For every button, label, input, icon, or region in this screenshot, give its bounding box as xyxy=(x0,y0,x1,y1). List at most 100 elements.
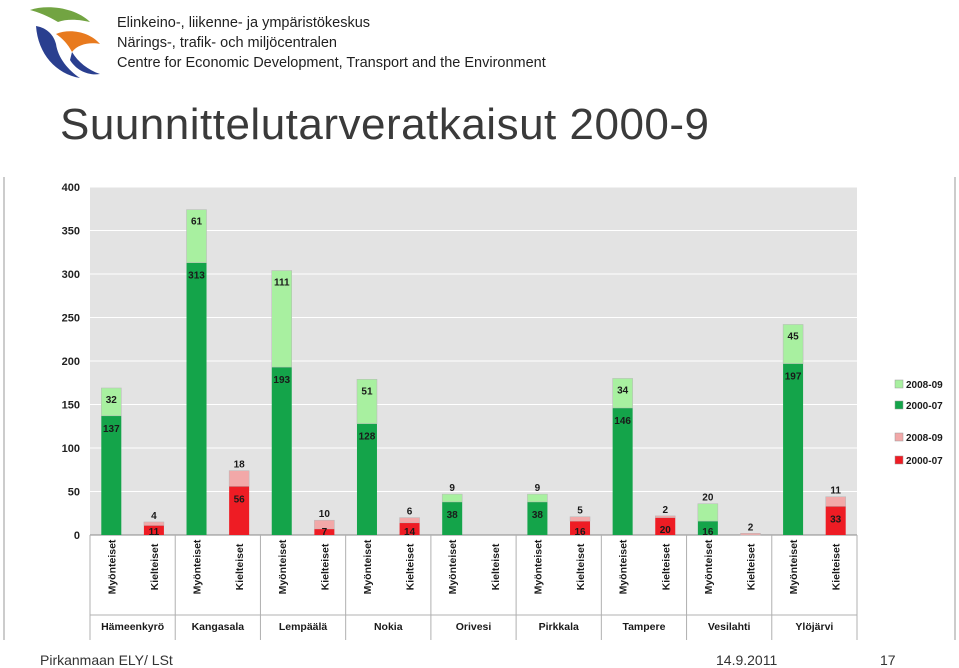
approved-bar-2000-07 xyxy=(697,521,718,535)
org-name-swedish: Närings-, trafik- och miljöcentralen xyxy=(117,35,337,51)
data-label: 9 xyxy=(535,483,541,494)
data-label: 20 xyxy=(660,525,672,536)
data-label: 193 xyxy=(273,375,290,386)
rejected-bar-2000-07 xyxy=(314,528,335,535)
logo-green-swoosh xyxy=(30,7,90,22)
data-label: 6 xyxy=(407,507,413,518)
approved-bar-2008-09 xyxy=(186,209,207,263)
data-label: 51 xyxy=(361,386,373,397)
data-label: 7 xyxy=(322,527,328,538)
municipality-label: Hämeenkyrö xyxy=(101,621,164,633)
municipality-label: Tampere xyxy=(622,621,665,633)
approved-bar-2000-07 xyxy=(101,415,122,535)
data-label: 45 xyxy=(788,331,800,342)
bar-type-label-approved: Myönteiset xyxy=(788,539,800,594)
approved-bar-2000-07 xyxy=(186,262,207,535)
approved-bar-2008-09 xyxy=(612,378,633,409)
data-label: 16 xyxy=(574,527,586,538)
rejected-bar-2000-07 xyxy=(655,517,676,535)
bar-type-label-rejected: Kielteiset xyxy=(575,543,587,590)
bar-type-label-approved: Myönteiset xyxy=(192,539,204,594)
data-label: 16 xyxy=(702,527,714,538)
data-label: 33 xyxy=(830,514,842,525)
municipality-label: Orivesi xyxy=(456,621,492,633)
data-label: 18 xyxy=(234,460,246,471)
approved-bar-2000-07 xyxy=(442,501,463,535)
data-label: 5 xyxy=(577,506,583,517)
footer-date: 14.9.2011 xyxy=(716,652,778,668)
org-name-finnish: Elinkeino-, liikenne- ja ympäristökeskus xyxy=(117,15,371,31)
bar-type-label-rejected: Kielteiset xyxy=(234,543,246,590)
municipality-label: Kangasala xyxy=(192,621,245,633)
approved-bar-2008-09 xyxy=(782,324,804,364)
y-tick-label: 50 xyxy=(68,487,80,499)
y-tick-label: 300 xyxy=(62,269,80,281)
data-label: 2 xyxy=(662,505,668,516)
data-label: 4 xyxy=(151,511,157,522)
data-label: 128 xyxy=(359,432,376,443)
rejected-bar-2008-09 xyxy=(655,515,676,518)
legend-rejected-2008-09-label: 2008-09 xyxy=(906,433,943,444)
page-title: Suunnittelutarveratkaisut 2000-9 xyxy=(60,100,710,149)
data-label: 38 xyxy=(532,510,544,521)
y-tick-label: 100 xyxy=(62,443,80,455)
municipality-label: Lempäälä xyxy=(279,621,328,633)
rejected-bar-2000-07 xyxy=(570,521,591,535)
legend-approved-2008-09-label: 2008-09 xyxy=(906,380,943,391)
y-tick-label: 400 xyxy=(62,182,80,194)
data-label: 146 xyxy=(614,416,631,427)
rejected-bar-2008-09 xyxy=(740,533,761,536)
y-tick-label: 150 xyxy=(62,400,80,412)
rejected-bar-2008-09 xyxy=(228,470,250,487)
rejected-bar-2008-09 xyxy=(825,496,846,507)
municipality-label: Nokia xyxy=(374,621,403,633)
legend-approved-2000-07-label: 2000-07 xyxy=(906,401,943,412)
data-label: 111 xyxy=(274,278,290,289)
data-label: 38 xyxy=(447,510,459,521)
stacked-bar-chart: 0 50 100 150 200 250 300 350 400 137 32 11 4 Myönteis… xyxy=(3,177,956,640)
rejected-bar-2008-09 xyxy=(399,517,420,524)
rejected-bar-2008-09 xyxy=(143,521,165,526)
bar-type-label-approved: Myönteiset xyxy=(618,539,630,594)
bar-type-label-approved: Myönteiset xyxy=(447,539,459,594)
bar-type-label-rejected: Kielteiset xyxy=(405,543,417,590)
bar-type-label-rejected: Kielteiset xyxy=(319,543,331,590)
y-tick-label: 200 xyxy=(62,356,80,368)
rejected-bar-2008-09 xyxy=(569,516,591,522)
data-label: 61 xyxy=(191,217,203,228)
bar-type-label-rejected: Kielteiset xyxy=(660,543,672,590)
data-label: 32 xyxy=(106,395,118,406)
rejected-bar-2000-07 xyxy=(399,522,420,535)
approved-bar-2000-07 xyxy=(783,363,804,535)
data-label: 9 xyxy=(449,483,455,494)
approved-bar-2000-07 xyxy=(527,501,548,535)
rejected-bar-2008-09 xyxy=(314,519,335,530)
municipality-label: Ylöjärvi xyxy=(795,621,833,633)
data-label: 10 xyxy=(319,509,331,520)
org-name-english: Centre for Economic Development, Transpo… xyxy=(117,55,546,71)
ely-logo xyxy=(30,7,100,78)
data-label: 56 xyxy=(234,494,246,505)
logo-navy-shape xyxy=(36,26,80,78)
bar-type-label-approved: Myönteiset xyxy=(106,539,118,594)
rejected-bar-2000-07 xyxy=(229,486,250,535)
y-tick-label: 0 xyxy=(74,530,80,542)
municipality-label: Pirkkala xyxy=(539,621,579,633)
approved-bar-2000-07 xyxy=(356,423,377,535)
bar-type-label-rejected: Kielteiset xyxy=(831,543,843,590)
footer-page-number: 17 xyxy=(880,652,896,668)
data-label: 11 xyxy=(149,527,160,538)
approved-bar-2000-07 xyxy=(271,367,292,535)
bar-type-label-approved: Myönteiset xyxy=(277,539,289,594)
data-label: 20 xyxy=(702,493,714,504)
bar-type-label-approved: Myönteiset xyxy=(703,539,715,594)
legend-rejected-2000-07-swatch xyxy=(894,455,904,465)
data-label: 137 xyxy=(103,424,120,435)
approved-bar-2008-09 xyxy=(441,493,463,503)
legend-rejected-2008-09-swatch xyxy=(894,432,904,442)
data-label: 14 xyxy=(404,527,416,538)
footer-author: Pirkanmaan ELY/ LSt xyxy=(40,652,173,668)
data-label: 313 xyxy=(188,271,205,282)
data-label: 197 xyxy=(785,372,802,383)
data-label: 11 xyxy=(830,486,841,497)
